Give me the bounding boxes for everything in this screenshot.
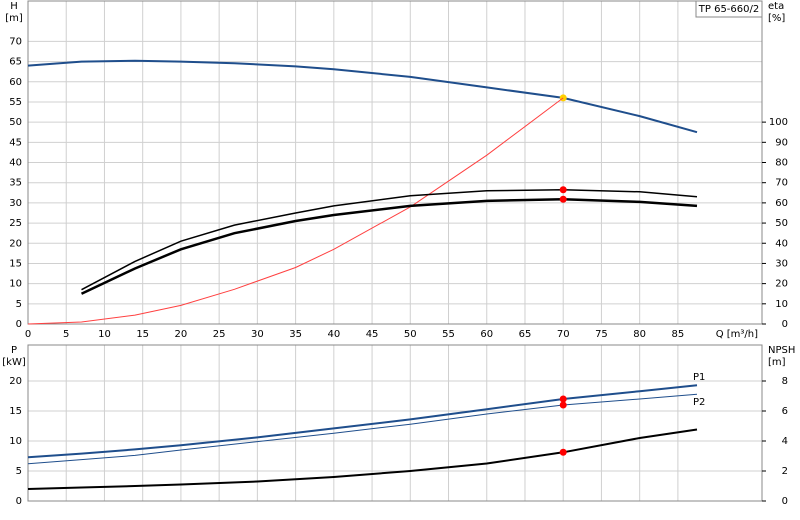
y2-tick-label: 0	[782, 496, 788, 507]
x-tick-label: 85	[672, 329, 685, 340]
y2-tick-label: 10	[775, 299, 788, 310]
y2-tick-label: 70	[775, 178, 788, 189]
x-tick-label: 30	[251, 329, 264, 340]
y-unit: [m]	[5, 13, 23, 24]
x-tick-label: 80	[633, 329, 646, 340]
title-box	[695, 0, 763, 18]
y-label: P	[11, 345, 17, 356]
series-line	[27, 384, 698, 459]
plot-frame	[27, 344, 763, 502]
y-tick-label: 5	[16, 299, 22, 310]
y-tick-label: 5	[16, 466, 22, 477]
y-tick-label: 55	[9, 97, 22, 108]
duty-point	[559, 186, 567, 194]
y2-tick-label: 20	[775, 279, 788, 290]
x-tick-label: 70	[557, 329, 570, 340]
y-tick-label: 35	[9, 178, 22, 189]
duty-point	[559, 395, 567, 403]
y-tick-label: 15	[9, 406, 22, 417]
duty-point	[559, 195, 567, 203]
y2-unit: [%]	[768, 13, 785, 24]
x-tick-label: 35	[289, 329, 302, 340]
x-tick-label: 45	[366, 329, 379, 340]
y2-tick-label: 8	[782, 376, 788, 387]
y-tick-label: 60	[9, 77, 22, 88]
y-tick-label: 45	[9, 137, 22, 148]
series-line	[80, 197, 698, 295]
y-tick-label: 20	[9, 376, 22, 387]
series-line	[27, 393, 698, 465]
series-label: P2	[693, 397, 705, 408]
y2-tick-label: 4	[782, 436, 788, 447]
y2-tick-label: 60	[775, 198, 788, 209]
y2-label: NPSH	[768, 345, 795, 356]
y-tick-label: 20	[9, 238, 22, 249]
y2-tick-label: 80	[775, 158, 788, 169]
x-label: Q [m³/h]	[716, 329, 758, 340]
x-tick-label: 65	[519, 329, 532, 340]
x-tick-label: 15	[136, 329, 149, 340]
y-tick-label: 70	[9, 36, 22, 47]
y2-unit: [m]	[768, 357, 786, 368]
x-tick-label: 0	[25, 329, 31, 340]
duty-point	[559, 401, 567, 409]
x-tick-label: 75	[595, 329, 608, 340]
y-tick-label: 40	[9, 158, 22, 169]
y-label: H	[10, 1, 18, 12]
y-tick-label: 30	[9, 198, 22, 209]
y-tick-label: 0	[16, 319, 22, 330]
series-line	[27, 59, 698, 134]
x-tick-label: 55	[442, 329, 455, 340]
duty-point	[559, 448, 567, 456]
y2-tick-label: 40	[775, 238, 788, 249]
y-tick-label: 10	[9, 436, 22, 447]
y-tick-label: 50	[9, 117, 22, 128]
y-tick-label: 65	[9, 57, 22, 68]
series-line	[27, 428, 698, 490]
y2-tick-label: 90	[775, 137, 788, 148]
x-tick-label: 20	[175, 329, 188, 340]
chart-title: TP 65-660/2	[698, 4, 759, 15]
y2-tick-label: 100	[769, 117, 788, 128]
y-unit: [kW]	[2, 357, 26, 368]
series-line	[81, 189, 698, 291]
y2-label: eta	[768, 1, 784, 12]
x-tick-label: 60	[480, 329, 493, 340]
series-label: P1	[693, 372, 705, 383]
y2-tick-label: 30	[775, 258, 788, 269]
x-tick-label: 50	[404, 329, 417, 340]
y-tick-label: 25	[9, 218, 22, 229]
y2-tick-label: 0	[782, 319, 788, 330]
y2-tick-label: 2	[782, 466, 788, 477]
y-tick-label: 10	[9, 279, 22, 290]
plot-area	[28, 345, 762, 501]
y2-tick-label: 6	[782, 406, 788, 417]
x-tick-label: 10	[98, 329, 111, 340]
y-tick-label: 0	[16, 496, 22, 507]
x-tick-label: 40	[327, 329, 340, 340]
series-line	[27, 97, 564, 325]
x-tick-label: 25	[213, 329, 226, 340]
x-tick-label: 5	[63, 329, 69, 340]
y2-tick-label: 50	[775, 218, 788, 229]
y-tick-label: 15	[9, 258, 22, 269]
